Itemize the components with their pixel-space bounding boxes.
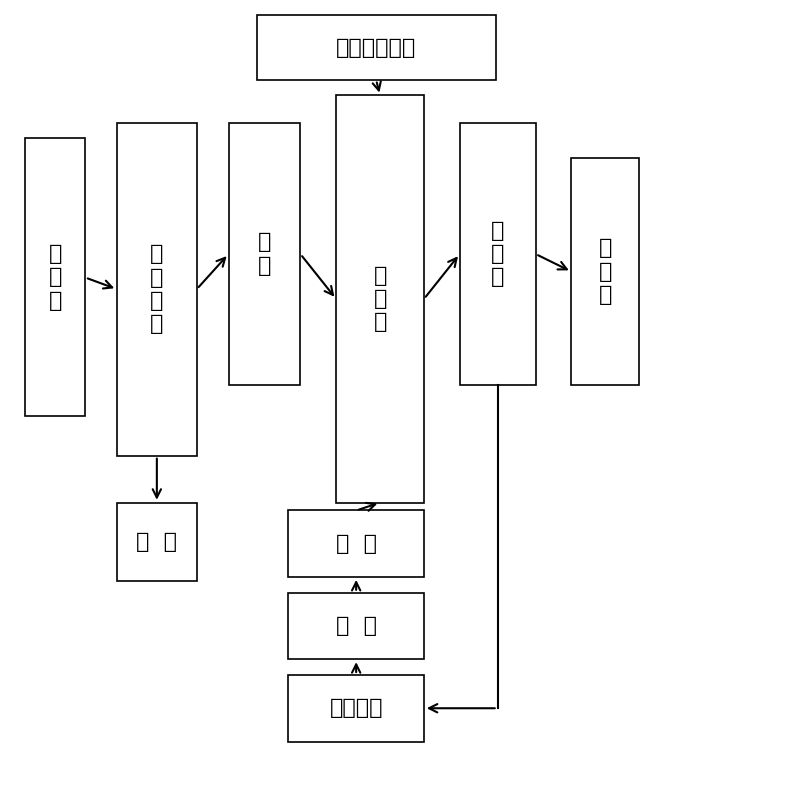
- Bar: [288, 675, 424, 741]
- Bar: [288, 593, 424, 659]
- Text: 分
离
釜: 分 离 釜: [491, 221, 504, 287]
- Text: 冷  却: 冷 却: [336, 616, 377, 636]
- Text: 杂  质: 杂 质: [136, 532, 178, 552]
- Bar: [117, 123, 197, 456]
- Text: 萃
取
釜: 萃 取 釜: [374, 266, 386, 332]
- Bar: [257, 16, 496, 79]
- Bar: [571, 158, 639, 385]
- Bar: [336, 95, 424, 503]
- Text: 清
洗
除
杂: 清 洗 除 杂: [150, 244, 163, 334]
- Bar: [229, 123, 300, 385]
- Bar: [26, 138, 85, 417]
- Text: 加  压: 加 压: [336, 534, 377, 554]
- Text: 萃
取
物: 萃 取 物: [598, 238, 612, 305]
- Text: 粉
碎: 粉 碎: [258, 233, 271, 276]
- Bar: [460, 123, 535, 385]
- Text: 甘
蔗
渣: 甘 蔗 渣: [49, 244, 62, 310]
- Text: 超声波发生器: 超声波发生器: [336, 38, 416, 57]
- Bar: [117, 503, 197, 581]
- Text: 二氧化碳: 二氧化碳: [330, 698, 383, 718]
- Bar: [288, 510, 424, 577]
